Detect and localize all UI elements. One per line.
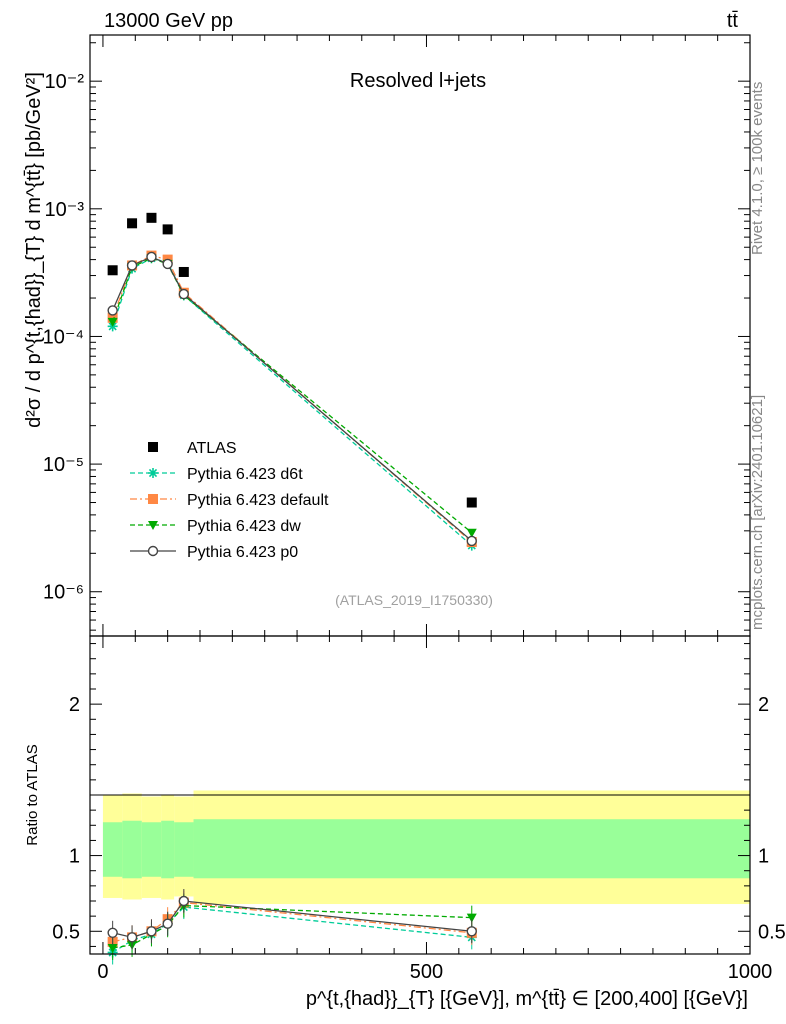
main-y-tick-label: 10⁻³	[45, 199, 85, 221]
ratio-x-tick-label: 0	[97, 961, 108, 983]
legend: ATLAS Pythia 6.423 d6t Pythia 6.423 defaul…	[130, 440, 329, 561]
ratio-y-axis: 0.5 0.5 1 1 2 2	[52, 643, 786, 947]
main-data-point	[107, 317, 118, 327]
ratio-y-tick-label-left: 1	[69, 846, 80, 868]
legend-marker	[147, 545, 159, 557]
ratio-x-tick-label: 1000	[728, 961, 773, 983]
main-data-point	[126, 260, 138, 271]
main-data-point	[107, 312, 118, 323]
main-data-point	[146, 251, 157, 263]
ratio-y-axis-label: Ratio to ATLAS	[24, 744, 41, 845]
ratio-series-line	[112, 904, 472, 949]
ratio-band-stat-inner	[193, 819, 750, 879]
ratio-y-tick-label-right: 2	[758, 694, 769, 716]
legend-marker	[148, 442, 158, 452]
main-y-tick-label: 10⁻⁶	[43, 582, 84, 604]
ratio-band-stat-inner	[174, 822, 194, 877]
ratio-y-tick-label-right: 1	[758, 846, 769, 868]
legend-label: Pythia 6.423 d6t	[187, 466, 303, 483]
legend-label: Pythia 6.423 p0	[187, 544, 298, 561]
atlas-data-point	[466, 497, 477, 508]
ratio-data-point	[178, 895, 190, 907]
main-y-tick-label: 10⁻²	[45, 71, 85, 93]
x-axis-label: p^{t,{had}}_{T} [{GeV}], m^{tt̄} ∈ [200,…	[306, 988, 748, 1010]
ratio-y-tick-label-left: 2	[69, 694, 80, 716]
main-y-tick-label: 10⁻⁵	[43, 454, 84, 476]
ratio-band-stat-inner	[161, 820, 175, 879]
main-data-point	[107, 305, 118, 316]
legend-marker	[148, 521, 158, 530]
ratio-band-stat-inner	[141, 822, 162, 877]
ratio-band-stat-inner	[122, 820, 142, 879]
ratio-data-point	[107, 943, 118, 953]
main-data-point	[466, 528, 477, 538]
analysis-id: (ATLAS_2019_I1750330)	[335, 592, 493, 608]
legend-label: Pythia 6.423 dw	[187, 518, 301, 535]
process-label: tt̄	[727, 10, 739, 32]
ratio-band-stat-inner	[102, 822, 123, 877]
ratio-series-layer	[107, 889, 477, 965]
main-data-point	[466, 535, 477, 547]
main-series-layer	[107, 212, 477, 551]
legend-label: ATLAS	[187, 440, 237, 457]
main-y-tick-label: 10⁻⁴	[43, 326, 84, 348]
ratio-y-tick-label-left: 0.5	[52, 921, 80, 943]
ratio-x-axis: 0 500 1000	[97, 636, 772, 983]
ratio-data-point	[146, 926, 157, 937]
ratio-y-tick-label-right: 0.5	[758, 921, 786, 943]
legend-marker	[148, 468, 158, 478]
legend-label: Pythia 6.423 default	[187, 492, 329, 509]
atlas-data-point	[127, 218, 138, 229]
atlas-data-point	[107, 265, 118, 276]
main-data-point	[162, 258, 173, 270]
atlas-data-point	[146, 212, 157, 223]
atlas-data-point	[178, 266, 189, 277]
ratio-data-point	[162, 918, 173, 929]
ratio-data-point	[466, 913, 477, 923]
ratio-uncertainty-bands	[102, 790, 750, 905]
main-data-point	[178, 288, 190, 300]
rivet-label: Rivet 4.1.0, ≥ 100k events	[749, 82, 766, 255]
ratio-data-point	[466, 926, 477, 937]
mcplots-label: mcplots.cern.ch [arXiv:2401.10621]	[749, 395, 766, 630]
main-y-axis: 10⁻⁶ 10⁻⁵ 10⁻⁴ 10⁻³ 10⁻²	[43, 42, 750, 631]
atlas-data-point	[162, 224, 173, 235]
ratio-x-tick-label: 500	[410, 961, 443, 983]
main-x-ticks	[102, 35, 751, 636]
ratio-data-point	[107, 927, 118, 938]
chart-title: Resolved l+jets	[350, 70, 486, 92]
ratio-series-line	[112, 906, 472, 954]
main-series-line	[112, 256, 473, 542]
energy-label: 13000 GeV pp	[104, 10, 233, 32]
main-y-axis-label: d²σ / d p^{t,{had}}_{T} d m^{tt̄} [pb/Ge…	[23, 72, 45, 428]
legend-marker	[148, 494, 158, 504]
ratio-data-point	[126, 932, 138, 943]
